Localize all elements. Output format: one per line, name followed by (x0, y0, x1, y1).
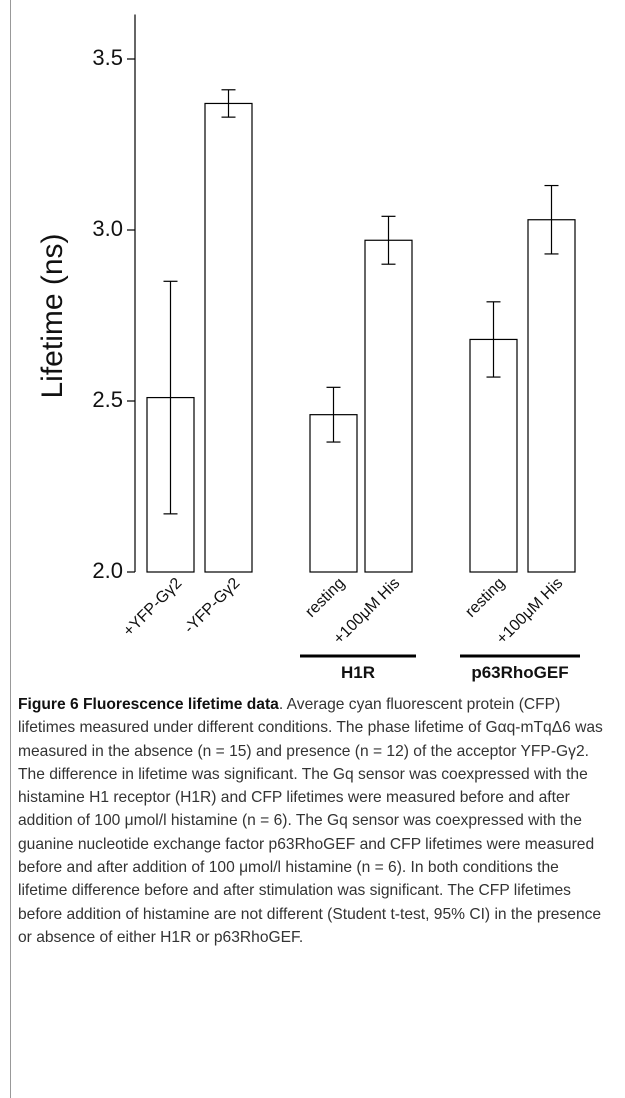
x-tick-label: resting (462, 575, 508, 621)
y-tick-label: 3.5 (92, 45, 123, 70)
chart: Lifetime (ns) 2.0 2.5 3.0 3.5 +YFP-Gγ2-YFP-G… (36, 14, 580, 682)
group-label: p63RhoGEF (471, 663, 568, 682)
frame-border (10, 0, 11, 1098)
y-tick-label: 2.5 (92, 387, 123, 412)
caption: Figure 6 Fluorescence lifetime data. Ave… (18, 693, 610, 949)
bar (364, 239, 413, 573)
y-axis-label: Lifetime (ns) (36, 233, 69, 398)
group-label: H1R (341, 663, 375, 682)
caption-text: . Average cyan fluorescent protein (CFP)… (18, 696, 603, 946)
bar (469, 338, 518, 573)
y-tick-label: 2.0 (92, 558, 123, 583)
caption-title: Figure 6 Fluorescence lifetime data (18, 696, 279, 713)
y-tick-label: 3.0 (92, 216, 123, 241)
bar (204, 102, 253, 573)
bar (527, 219, 576, 573)
x-tick-label: resting (302, 575, 348, 621)
x-tick-label: -YFP-Gγ2 (181, 575, 243, 637)
x-tick-label: +YFP-Gγ2 (120, 575, 185, 640)
